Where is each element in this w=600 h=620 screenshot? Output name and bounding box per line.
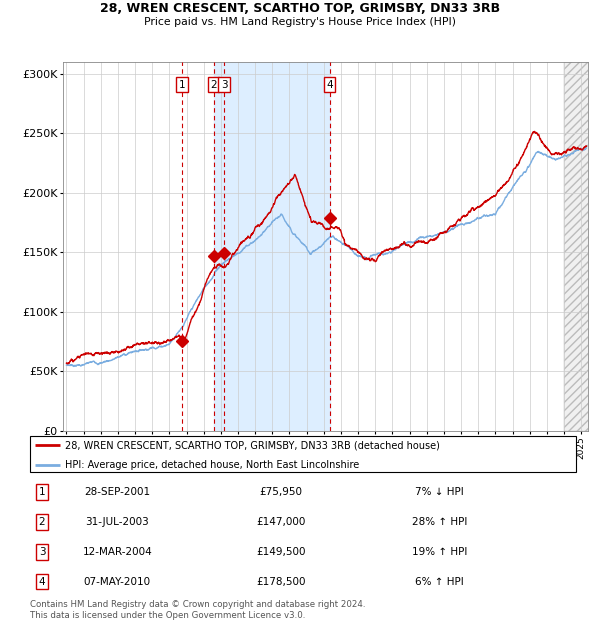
Text: 28, WREN CRESCENT, SCARTHO TOP, GRIMSBY, DN33 3RB: 28, WREN CRESCENT, SCARTHO TOP, GRIMSBY,…	[100, 2, 500, 15]
Text: This data is licensed under the Open Government Licence v3.0.: This data is licensed under the Open Gov…	[30, 611, 305, 620]
Text: 31-JUL-2003: 31-JUL-2003	[85, 517, 149, 527]
Text: 28% ↑ HPI: 28% ↑ HPI	[412, 517, 467, 527]
Text: 2: 2	[211, 79, 217, 90]
Text: Contains HM Land Registry data © Crown copyright and database right 2024.: Contains HM Land Registry data © Crown c…	[30, 600, 365, 609]
Text: 6% ↑ HPI: 6% ↑ HPI	[415, 577, 464, 587]
Text: 1: 1	[179, 79, 185, 90]
Text: 3: 3	[38, 547, 46, 557]
Text: 7% ↓ HPI: 7% ↓ HPI	[415, 487, 464, 497]
Text: 19% ↑ HPI: 19% ↑ HPI	[412, 547, 467, 557]
Text: 07-MAY-2010: 07-MAY-2010	[84, 577, 151, 587]
Text: 4: 4	[326, 79, 333, 90]
Text: 2: 2	[38, 517, 46, 527]
Text: 4: 4	[38, 577, 46, 587]
Text: 3: 3	[221, 79, 227, 90]
Text: 1: 1	[38, 487, 46, 497]
Bar	[564, 62, 600, 431]
Text: £147,000: £147,000	[256, 517, 306, 527]
Text: Price paid vs. HM Land Registry's House Price Index (HPI): Price paid vs. HM Land Registry's House …	[144, 17, 456, 27]
Text: 28, WREN CRESCENT, SCARTHO TOP, GRIMSBY, DN33 3RB (detached house): 28, WREN CRESCENT, SCARTHO TOP, GRIMSBY,…	[65, 440, 440, 451]
Text: 12-MAR-2004: 12-MAR-2004	[82, 547, 152, 557]
Bar	[214, 62, 330, 431]
Text: £75,950: £75,950	[260, 487, 302, 497]
Text: HPI: Average price, detached house, North East Lincolnshire: HPI: Average price, detached house, Nort…	[65, 459, 360, 469]
Text: £149,500: £149,500	[256, 547, 306, 557]
Text: £178,500: £178,500	[256, 577, 306, 587]
Text: 28-SEP-2001: 28-SEP-2001	[84, 487, 151, 497]
